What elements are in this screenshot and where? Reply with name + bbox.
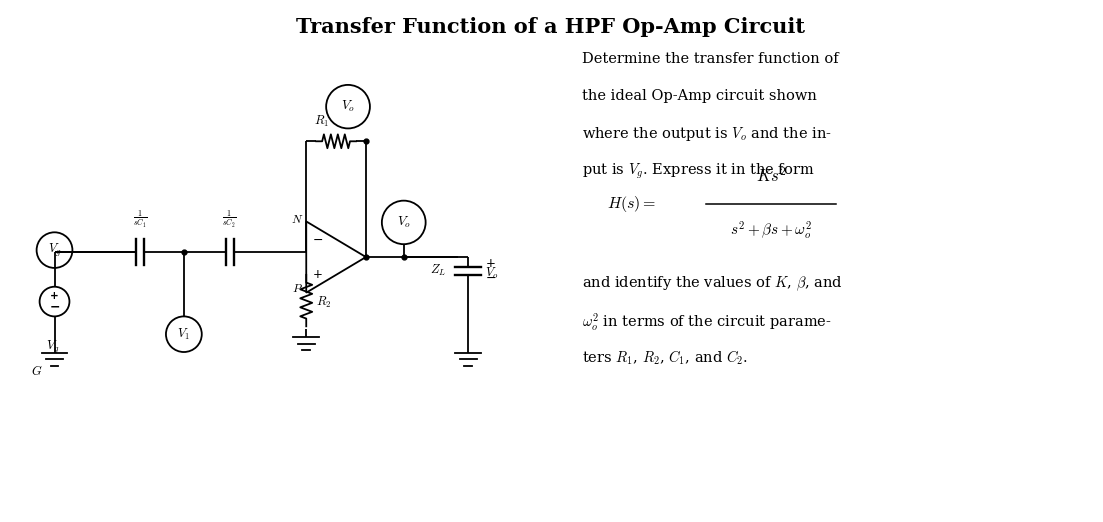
- Text: $Ks^2$: $Ks^2$: [756, 168, 786, 186]
- Text: $-$: $-$: [485, 271, 496, 284]
- Text: $\frac{1}{sC_2}$: $\frac{1}{sC_2}$: [223, 209, 237, 230]
- Text: the ideal Op-Amp circuit shown: the ideal Op-Amp circuit shown: [582, 89, 816, 103]
- Text: $G$: $G$: [31, 364, 42, 378]
- Text: $V_g$: $V_g$: [46, 339, 60, 356]
- Text: −: −: [50, 301, 60, 314]
- Text: Transfer Function of a HPF Op-Amp Circuit: Transfer Function of a HPF Op-Amp Circui…: [296, 17, 804, 37]
- Text: where the output is $V_o$ and the in-: where the output is $V_o$ and the in-: [582, 125, 832, 144]
- Text: put is $V_g$. Express it in the form: put is $V_g$. Express it in the form: [582, 162, 814, 182]
- Text: $+$: $+$: [312, 268, 323, 281]
- Text: $V_1$: $V_1$: [178, 327, 191, 342]
- Text: +: +: [50, 291, 58, 301]
- Text: $s^2 + \beta s + \omega_o^2$: $s^2 + \beta s + \omega_o^2$: [730, 219, 812, 241]
- Text: $+$: $+$: [485, 257, 496, 270]
- Text: $-$: $-$: [312, 233, 323, 246]
- Text: $V_o$: $V_o$: [341, 99, 355, 114]
- Text: $\frac{1}{sC_1}$: $\frac{1}{sC_1}$: [132, 209, 148, 230]
- Text: $\omega_o^2$ in terms of the circuit parame-: $\omega_o^2$ in terms of the circuit par…: [582, 312, 832, 333]
- Text: $Z_L$: $Z_L$: [430, 263, 447, 278]
- Text: $P$: $P$: [292, 282, 303, 295]
- Text: Determine the transfer function of: Determine the transfer function of: [582, 52, 838, 66]
- Text: $V_g$: $V_g$: [47, 242, 62, 258]
- Text: $R_2$: $R_2$: [317, 294, 332, 310]
- Text: ters $R_1$, $R_2$, $C_1$, and $C_2$.: ters $R_1$, $R_2$, $C_1$, and $C_2$.: [582, 348, 748, 366]
- Text: $N$: $N$: [291, 213, 303, 227]
- Text: $R_1$: $R_1$: [313, 114, 329, 129]
- Text: $V_o$: $V_o$: [485, 266, 499, 281]
- Text: $V_o$: $V_o$: [397, 215, 410, 230]
- Text: $H(s) =$: $H(s) =$: [607, 194, 656, 213]
- Text: and identify the values of $K$, $\beta$, and: and identify the values of $K$, $\beta$,…: [582, 275, 843, 293]
